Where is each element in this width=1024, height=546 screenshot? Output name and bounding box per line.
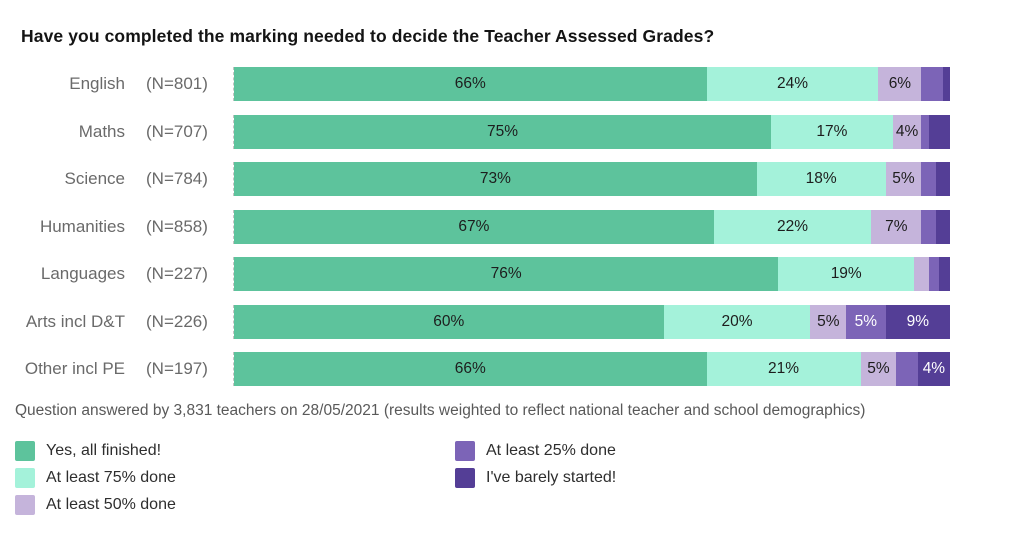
- row-label: Maths (N=707): [0, 122, 233, 142]
- row-sample-size: (N=707): [146, 121, 208, 141]
- chart-row: English (N=801) 66% 24% 6%: [0, 67, 1024, 101]
- legend-item-barely: I've barely started!: [455, 464, 616, 491]
- legend-column-2: At least 25% done I've barely started!: [455, 437, 616, 491]
- chart-title: Have you completed the marking needed to…: [21, 26, 715, 46]
- source-note: Question answered by 3,831 teachers on 2…: [15, 402, 866, 419]
- bar-segment-at25: [921, 114, 929, 149]
- row-label: Arts incl D&T (N=226): [0, 312, 233, 332]
- stacked-bar-chart: English (N=801) 66% 24% 6% Maths (N=707) 75% 17%…: [0, 67, 1024, 400]
- bar-track: 66% 24% 6%: [233, 67, 950, 101]
- bar-segment-barely: [942, 67, 950, 101]
- row-category-label: Languages: [40, 264, 125, 283]
- bar-segment-at75: 22%: [713, 209, 872, 244]
- bar-segment-yes_all: 66%: [234, 67, 707, 101]
- legend-label: At least 25% done: [486, 441, 616, 459]
- row-category-label: Humanities: [39, 216, 125, 236]
- bar-segment-at25: [921, 209, 936, 244]
- row-category-label: Science: [64, 169, 125, 188]
- bar-segment-at50: 5%: [885, 162, 922, 196]
- bar-segment-yes_all: 75%: [234, 114, 772, 149]
- bar-track: 76% 19%: [233, 257, 950, 291]
- row-label: English (N=801): [0, 74, 233, 94]
- bar-track: 60% 20% 5% 5% 9%: [233, 304, 950, 339]
- bar-segment-at25: [928, 257, 940, 291]
- bar-segment-at75: 17%: [771, 114, 893, 149]
- bar-segment-at25: [896, 352, 918, 386]
- legend-label: At least 75% done: [46, 468, 176, 486]
- bar-segment-at25: [921, 162, 936, 196]
- bar-segment-barely: [935, 162, 950, 196]
- row-category-label: Arts incl D&T: [25, 311, 125, 331]
- chart-rows: English (N=801) 66% 24% 6% Maths (N=707) 75% 17%…: [0, 67, 1024, 386]
- legend-label: Yes, all finished!: [46, 441, 162, 459]
- bar-segment-at50: 6%: [878, 67, 922, 101]
- row-sample-size: (N=784): [146, 169, 208, 188]
- row-category-label: Maths: [78, 121, 125, 141]
- bar-track: 75% 17% 4%: [233, 114, 950, 149]
- chart-row: Other incl PE (N=197) 66% 21% 5% 4%: [0, 352, 1024, 386]
- row-sample-size: (N=858): [146, 216, 208, 236]
- row-sample-size: (N=226): [146, 311, 208, 331]
- bar-segment-at75: 21%: [706, 352, 861, 386]
- legend-item-yes_all: Yes, all finished!: [15, 437, 176, 464]
- chart-row: Science (N=784) 73% 18% 5%: [0, 162, 1024, 196]
- bar-segment-at25: 5%: [846, 304, 886, 339]
- legend-label: I've barely started!: [486, 468, 617, 486]
- row-category-label: Other incl PE: [24, 359, 125, 378]
- bar-segment-at50: 5%: [860, 352, 897, 386]
- bar-segment-barely: 9%: [885, 304, 950, 339]
- legend-swatch-yes_all: [15, 440, 35, 461]
- row-label: Other incl PE (N=197): [0, 359, 233, 379]
- bar-segment-barely: [935, 209, 951, 244]
- legend-swatch-at75: [15, 467, 35, 488]
- bar-segment-barely: [928, 114, 950, 149]
- chart-row: Humanities (N=858) 67% 22% 7%: [0, 209, 1024, 244]
- bar-segment-at25: [921, 67, 943, 101]
- row-label: Science (N=784): [0, 169, 233, 189]
- legend-swatch-at25: [455, 440, 475, 461]
- legend-column-1: Yes, all finished! At least 75% done At le…: [15, 437, 176, 518]
- row-sample-size: (N=227): [146, 264, 208, 283]
- bar-track: 67% 22% 7%: [233, 209, 951, 244]
- bar-segment-barely: 4%: [917, 352, 950, 386]
- legend-label: At least 50% done: [46, 495, 176, 513]
- bar-segment-yes_all: 66%: [234, 352, 707, 386]
- legend-item-at75: At least 75% done: [15, 464, 176, 491]
- chart-row: Languages (N=227) 76% 19%: [0, 257, 1024, 291]
- bar-segment-at75: 19%: [778, 257, 915, 291]
- bar-segment-yes_all: 60%: [234, 304, 664, 339]
- bar-segment-yes_all: 73%: [234, 162, 757, 196]
- row-label: Humanities (N=858): [0, 217, 233, 237]
- bar-segment-yes_all: 67%: [234, 209, 714, 244]
- bar-segment-at50: 5%: [810, 304, 847, 339]
- legend-item-at50: At least 50% done: [15, 491, 176, 518]
- bar-segment-at50: 4%: [892, 114, 922, 149]
- bar-segment-at50: [914, 257, 929, 291]
- chart-row: Arts incl D&T (N=226) 60% 20% 5% 5% 9%: [0, 304, 1024, 339]
- row-label: Languages (N=227): [0, 264, 233, 284]
- row-sample-size: (N=801): [146, 74, 208, 93]
- bar-segment-at75: 24%: [706, 67, 879, 101]
- bar-segment-at50: 7%: [871, 209, 922, 244]
- legend-swatch-barely: [455, 467, 475, 488]
- row-sample-size: (N=197): [146, 359, 208, 378]
- row-category-label: English: [69, 74, 125, 93]
- bar-track: 73% 18% 5%: [233, 162, 950, 196]
- bar-segment-at75: 20%: [663, 304, 811, 339]
- bar-track: 66% 21% 5% 4%: [233, 352, 950, 386]
- legend-swatch-at50: [15, 494, 35, 515]
- chart-row: Maths (N=707) 75% 17% 4%: [0, 114, 1024, 149]
- bar-segment-barely: [939, 257, 950, 291]
- legend-item-at25: At least 25% done: [455, 437, 616, 464]
- bar-segment-at75: 18%: [756, 162, 886, 196]
- bar-segment-yes_all: 76%: [234, 257, 779, 291]
